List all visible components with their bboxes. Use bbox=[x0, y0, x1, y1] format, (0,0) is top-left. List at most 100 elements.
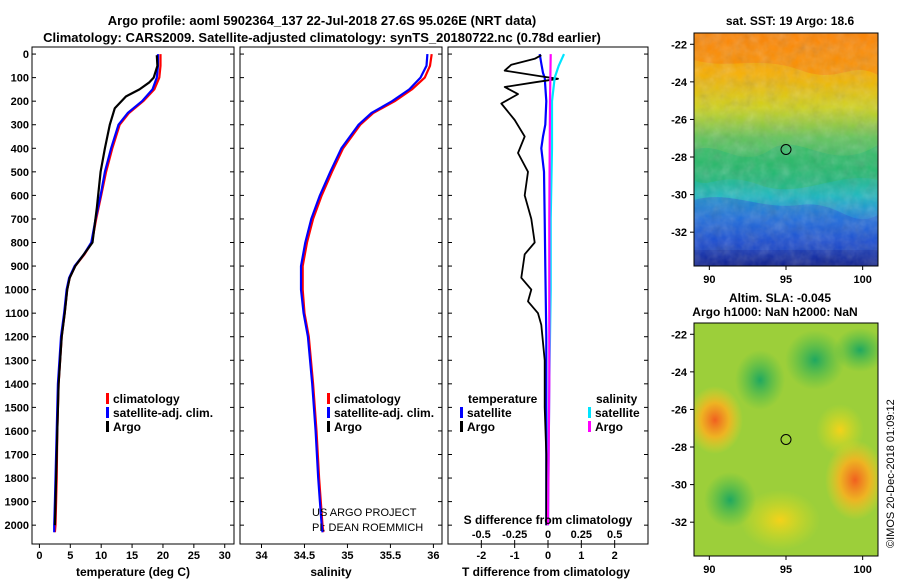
sla-low-anomaly bbox=[785, 330, 845, 390]
map-y-tick-label: -28 bbox=[671, 152, 687, 164]
sst-map-axes: 90 95 100 -22 -24 -26 -28 -30 -32 bbox=[671, 39, 872, 286]
sla-low-anomaly bbox=[704, 472, 756, 528]
x-tick-label: 15 bbox=[126, 550, 138, 562]
depth-tick-label: 800 bbox=[11, 238, 29, 250]
depth-tick-label: 0 bbox=[23, 49, 29, 61]
difference-x-axis: -2 -1 0 1 2 -0.5 -0.25 0 0.25 0.5 bbox=[472, 529, 622, 562]
map-y-tick-label: -32 bbox=[671, 517, 687, 529]
legend-salinity-header: salinity bbox=[596, 392, 638, 406]
sla-high-anomaly bbox=[694, 386, 743, 454]
legend-satellite-adj: satellite-adj. clim. bbox=[113, 406, 213, 420]
s-difference-axis-label: S difference from climatology bbox=[464, 513, 633, 527]
map-y-tick-label: -26 bbox=[671, 404, 687, 416]
map-y-tick-label: -26 bbox=[671, 114, 687, 126]
map-y-tick-label: -24 bbox=[671, 367, 688, 379]
imos-copyright: ©IMOS 20-Dec-2018 01:09:12 bbox=[885, 399, 897, 548]
salinity-series bbox=[299, 53, 433, 533]
depth-tick-label: 1300 bbox=[5, 355, 29, 367]
series-climatology bbox=[301, 53, 433, 533]
x-tick-label: -1 bbox=[510, 550, 520, 562]
map-x-tick-label: 95 bbox=[780, 274, 792, 286]
x-tick-label: 30 bbox=[219, 550, 231, 562]
map-x-tick-label: 90 bbox=[703, 274, 715, 286]
x-tick-label: 0.5 bbox=[607, 529, 622, 541]
map-y-tick-label: -24 bbox=[671, 77, 688, 89]
depth-tick-label: 2000 bbox=[5, 520, 29, 532]
depth-tick-label: 1600 bbox=[5, 426, 29, 438]
legend-salinity-argo: Argo bbox=[595, 420, 623, 434]
legend-salinity-satellite: satellite bbox=[595, 406, 640, 420]
depth-tick-label: 1000 bbox=[5, 285, 29, 297]
legend-temperature-satellite: satellite bbox=[467, 406, 512, 420]
sst-argo-location-marker bbox=[780, 144, 792, 155]
legend-argo: Argo bbox=[113, 420, 141, 434]
figure-title-line2: Climatology: CARS2009. Satellite-adjuste… bbox=[43, 30, 601, 45]
x-tick-label: 34.5 bbox=[294, 550, 315, 562]
salinity-panel: 34 34.5 35 35.5 36 salinity climatology sate… bbox=[239, 46, 443, 579]
sst-map-panel: sat. SST: 19 Argo: 18.6 90 95 100 -22 -24 -26… bbox=[671, 14, 879, 286]
series-satellite-adj-clim- bbox=[299, 54, 429, 533]
difference-series bbox=[500, 53, 566, 526]
sla-map-panel: Altim. SLA: -0.045 Argo h1000: NaN h2000… bbox=[671, 291, 879, 576]
depth-tick-label: 500 bbox=[11, 167, 29, 179]
sla-high-anomaly bbox=[825, 440, 878, 520]
map-y-tick-label: -22 bbox=[671, 39, 687, 51]
series-climatology bbox=[53, 54, 162, 533]
sla-low-anomaly bbox=[735, 350, 785, 410]
sst-map-texture bbox=[694, 33, 878, 266]
sla-map-title: Altim. SLA: -0.045 bbox=[729, 291, 831, 305]
x-tick-label: 0 bbox=[545, 550, 551, 562]
x-tick-label: 10 bbox=[95, 550, 107, 562]
temperature-axis-label: temperature (deg C) bbox=[76, 565, 190, 579]
difference-legend: temperature satellite Argo salinity sate… bbox=[460, 392, 640, 434]
sla-mid-anomaly bbox=[816, 404, 864, 456]
legend-climatology: climatology bbox=[334, 392, 401, 406]
x-tick-label: 25 bbox=[188, 550, 200, 562]
sst-map-title: sat. SST: 19 Argo: 18.6 bbox=[726, 14, 855, 28]
depth-tick-label: 1500 bbox=[5, 402, 29, 414]
x-tick-label: 34 bbox=[255, 550, 268, 562]
temperature-panel: 0100200300400500600700800900100011001200… bbox=[5, 46, 648, 579]
project-credit: US ARGO PROJECT bbox=[312, 507, 417, 519]
legend-swatch-salinity-argo bbox=[588, 421, 591, 432]
depth-tick-label: 1900 bbox=[5, 497, 29, 509]
pi-credit: PI: DEAN ROEMMICH bbox=[312, 522, 423, 534]
legend-swatch-salinity-satellite bbox=[588, 407, 591, 418]
x-tick-label: 2 bbox=[612, 550, 618, 562]
x-tick-label: -0.25 bbox=[502, 529, 527, 541]
salinity-x-axis: 34 34.5 35 35.5 36 bbox=[255, 544, 440, 562]
legend-swatch-climatology bbox=[327, 393, 330, 404]
sla-mid-anomaly bbox=[740, 490, 820, 550]
depth-axis: 0 100 200 300 400 500 600 700 800 900 1000 1100 1200… bbox=[5, 49, 648, 532]
x-tick-label: 0 bbox=[545, 529, 551, 541]
sla-argo-location-marker bbox=[780, 434, 792, 445]
temperature-legend: climatology satellite-adj. clim. Argo bbox=[106, 392, 213, 434]
map-x-tick-label: 100 bbox=[853, 564, 871, 576]
temperature-x-axis: 0 5 10 15 20 25 30 bbox=[36, 544, 231, 562]
x-tick-label: 20 bbox=[157, 550, 169, 562]
depth-tick-label: 1100 bbox=[5, 308, 29, 320]
x-tick-label: 1 bbox=[578, 550, 584, 562]
x-tick-label: 5 bbox=[67, 550, 73, 562]
x-tick-label: 0 bbox=[36, 550, 42, 562]
legend-swatch-temperature-argo bbox=[460, 421, 463, 432]
series-satellite-adj-clim- bbox=[53, 54, 160, 533]
map-x-tick-label: 95 bbox=[780, 564, 792, 576]
t-difference-axis-label: T difference from climatology bbox=[462, 565, 630, 579]
temperature-series bbox=[53, 54, 162, 533]
salinity-legend: climatology satellite-adj. clim. Argo bbox=[327, 392, 434, 434]
legend-temperature-header: temperature bbox=[468, 392, 538, 406]
depth-tick-label: 300 bbox=[11, 120, 29, 132]
x-tick-label: 36 bbox=[427, 550, 439, 562]
series-temperature-satellite bbox=[538, 53, 548, 526]
difference-panel: -2 -1 0 1 2 -0.5 -0.25 0 0.25 0.5 S difference fr… bbox=[447, 46, 649, 579]
legend-climatology: climatology bbox=[113, 392, 180, 406]
legend-swatch-argo bbox=[327, 421, 330, 432]
legend-swatch-climatology bbox=[106, 393, 109, 404]
map-y-tick-label: -30 bbox=[671, 480, 687, 492]
legend-satellite-adj: satellite-adj. clim. bbox=[334, 406, 434, 420]
map-y-tick-label: -22 bbox=[671, 329, 687, 341]
sla-map-axes: 90 95 100 -22 -24 -26 -28 -30 -32 bbox=[671, 329, 872, 576]
legend-temperature-argo: Argo bbox=[467, 420, 495, 434]
